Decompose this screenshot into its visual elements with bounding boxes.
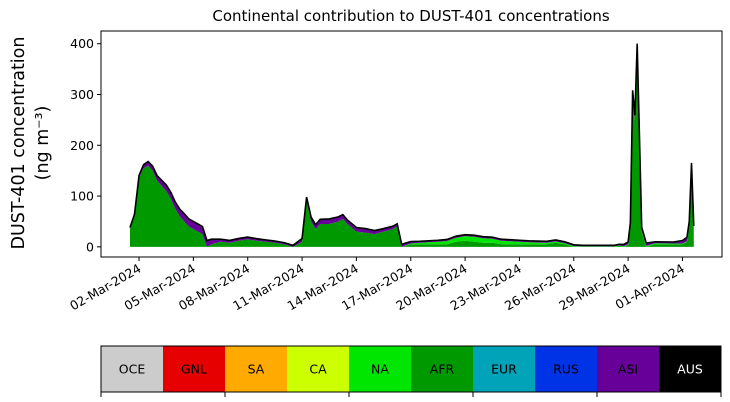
y-axis-label-line1: DUST-401 concentration <box>9 37 29 250</box>
plot-area <box>129 43 695 247</box>
y-axis-label-line2: (ng m⁻³) <box>33 106 53 181</box>
area-series-afr <box>129 48 694 247</box>
legend-swatch-gnl <box>163 346 225 392</box>
legend-swatch-aus <box>659 346 721 392</box>
y-tick-label: 100 <box>70 189 94 204</box>
total-concentration-line <box>129 43 695 247</box>
y-axis-label: DUST-401 concentration (ng m⁻³) <box>9 37 53 250</box>
legend-swatch-ca <box>287 346 349 392</box>
y-tick-label: 400 <box>70 36 94 51</box>
area-series-na <box>129 47 694 247</box>
chart-title: Continental contribution to DUST-401 con… <box>212 7 609 25</box>
legend-swatch-na <box>349 346 411 392</box>
y-tick-label: 200 <box>70 138 94 153</box>
legend-label-eur: EUR <box>491 362 517 377</box>
legend-swatch-eur <box>473 346 535 392</box>
legend-label-oce: OCE <box>119 362 146 377</box>
legend-label-asi: ASI <box>618 362 638 377</box>
legend-frame <box>100 345 722 393</box>
legend-label-ca: CA <box>309 362 327 377</box>
legend: OCE GNL SA CA NA AFR EUR RUS ASI AUS <box>100 345 722 397</box>
y-tick-label: 0 <box>86 239 94 254</box>
legend-label-rus: RUS <box>553 362 579 377</box>
plot-frame <box>100 30 723 258</box>
legend-label-sa: SA <box>248 362 265 377</box>
legend-label-gnl: GNL <box>181 362 207 377</box>
area-series-asi <box>129 43 694 247</box>
y-tick-label: 300 <box>70 87 94 102</box>
legend-swatch-asi <box>597 346 659 392</box>
legend-swatch-afr <box>411 346 473 392</box>
legend-label-na: NA <box>371 362 389 377</box>
legend-swatch-sa <box>225 346 287 392</box>
legend-label-afr: AFR <box>430 362 455 377</box>
axes: 010020030040002-Mar-202405-Mar-202408-Ma… <box>67 30 723 313</box>
legend-swatch-rus <box>535 346 597 392</box>
legend-swatch-oce <box>101 346 163 392</box>
legend-label-aus: AUS <box>677 362 703 377</box>
